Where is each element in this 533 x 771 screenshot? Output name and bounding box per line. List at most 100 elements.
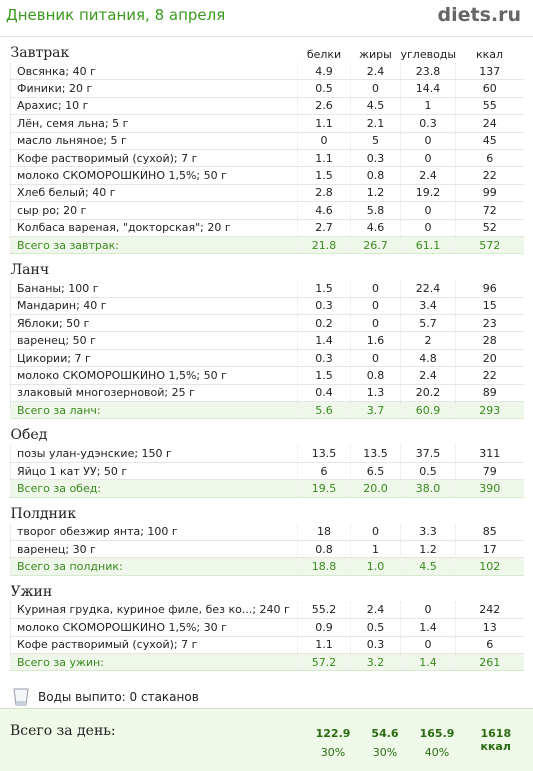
logo[interactable]: diets.ru bbox=[437, 4, 521, 26]
total-cell: 19.5 bbox=[297, 479, 351, 498]
nutrient-cell: 6 bbox=[455, 636, 524, 654]
day-total-value: 122.9 bbox=[315, 727, 351, 740]
nutrient-cell: 19.2 bbox=[400, 184, 456, 203]
nutrient-cell: 6 bbox=[455, 149, 524, 168]
nutrient-cell: 52 bbox=[455, 219, 524, 237]
nutrient-cell: 2.6 bbox=[297, 97, 351, 116]
nutrient-cell: 1.4 bbox=[400, 618, 456, 637]
nutrient-cell: 2.1 bbox=[350, 114, 401, 133]
column-header bbox=[298, 254, 351, 281]
water-text: Воды выпито: 0 стаканов bbox=[38, 690, 199, 705]
column-header bbox=[351, 254, 401, 281]
day-total-value: 1618 ккал bbox=[480, 727, 512, 753]
column-header bbox=[298, 419, 351, 446]
total-cell: 3.7 bbox=[350, 401, 401, 420]
nutrient-cell: 85 bbox=[455, 523, 524, 541]
nutrient-cell: 72 bbox=[455, 201, 524, 220]
food-name: Яблоки; 50 г bbox=[10, 314, 298, 333]
total-label: Всего за ланч: bbox=[10, 401, 298, 420]
total-cell: 261 bbox=[455, 653, 524, 672]
nutrient-cell: 0.4 bbox=[297, 384, 351, 403]
nutrient-cell: 1.2 bbox=[400, 540, 456, 559]
nutrient-cell: 2.4 bbox=[350, 63, 401, 81]
nutrient-cell: 5.7 bbox=[400, 314, 456, 333]
total-cell: 293 bbox=[455, 401, 524, 420]
food-name: Куриная грудка, куриное филе, без ко...;… bbox=[10, 601, 298, 620]
total-cell: 26.7 bbox=[350, 236, 401, 255]
nutrient-cell: 22 bbox=[455, 366, 524, 385]
food-name: молоко СКОМОРОШКИНО 1,5%; 50 г bbox=[10, 166, 298, 185]
food-name: творог обезжир янта; 100 г bbox=[10, 523, 298, 541]
food-name: Бананы; 100 г bbox=[10, 280, 298, 298]
nutrient-cell: 2 bbox=[400, 331, 456, 350]
food-name: Колбаса вареная, "докторская"; 20 г bbox=[10, 219, 298, 237]
meal-header: Завтрак белки жиры углеводы ккал bbox=[11, 37, 524, 63]
food-name: Овсянка; 40 г bbox=[10, 63, 298, 81]
nutrient-cell: 0 bbox=[400, 201, 456, 220]
water-row: Воды выпито: 0 стаканов bbox=[12, 685, 523, 709]
nutrient-cell: 0 bbox=[400, 149, 456, 168]
nutrient-cell: 0 bbox=[297, 132, 351, 150]
column-header: жиры bbox=[359, 48, 392, 61]
nutrient-cell: 17 bbox=[455, 540, 524, 559]
food-name: варенец; 30 г bbox=[10, 540, 298, 559]
meal-header: Полдник bbox=[11, 497, 524, 524]
meal-total: Всего за ужин: 57.2 3.2 1.4 261 bbox=[10, 653, 524, 672]
nutrient-cell: 60 bbox=[455, 79, 524, 98]
column-header bbox=[456, 497, 524, 524]
total-label: Всего за завтрак: bbox=[10, 236, 298, 255]
column-header bbox=[351, 575, 401, 602]
meal-header: Ланч bbox=[11, 254, 524, 281]
food-name: злаковый многозерновой; 25 г bbox=[10, 384, 298, 403]
total-cell: 60.9 bbox=[400, 401, 456, 420]
nutrient-cell: 1.5 bbox=[297, 280, 351, 298]
food-row: Яйцо 1 кат УУ; 50 г 6 6.5 0.5 79 bbox=[10, 462, 524, 481]
day-total-percent: 30% bbox=[372, 746, 398, 759]
nutrient-cell: 0 bbox=[350, 349, 401, 368]
meal-name: Обед bbox=[10, 427, 48, 444]
column-header bbox=[456, 575, 524, 602]
nutrient-cell: 20.2 bbox=[400, 384, 456, 403]
nutrient-cell: 37.5 bbox=[400, 445, 456, 463]
nutrient-cell: 1.1 bbox=[297, 149, 351, 168]
food-row: Куриная грудка, куриное филе, без ко...;… bbox=[10, 601, 524, 620]
nutrient-cell: 311 bbox=[455, 445, 524, 463]
food-name: Лён, семя льна; 5 г bbox=[10, 114, 298, 133]
meal-header: Обед bbox=[11, 419, 524, 446]
column-header bbox=[401, 575, 456, 602]
nutrient-cell: 1.6 bbox=[350, 331, 401, 350]
nutrient-cell: 20 bbox=[455, 349, 524, 368]
food-row: злаковый многозерновой; 25 г 0.4 1.3 20.2 89 bbox=[10, 384, 524, 403]
nutrient-cell: 6.5 bbox=[350, 462, 401, 481]
nutrient-cell: 1.3 bbox=[350, 384, 401, 403]
meal-total: Всего за завтрак: 21.8 26.7 61.1 572 bbox=[10, 236, 524, 255]
page-title: Дневник питания, 8 апреля bbox=[6, 6, 226, 24]
nutrient-cell: 23.8 bbox=[400, 63, 456, 81]
meal-total: Всего за полдник: 18.8 1.0 4.5 102 bbox=[10, 557, 524, 576]
nutrient-cell: 1.5 bbox=[297, 366, 351, 385]
nutrient-cell: 5.8 bbox=[350, 201, 401, 220]
nutrient-cell: 4.9 bbox=[297, 63, 351, 81]
total-cell: 1.0 bbox=[350, 557, 401, 576]
total-label: Всего за ужин: bbox=[10, 653, 298, 672]
nutrient-cell: 0.3 bbox=[297, 349, 351, 368]
food-name: Финики; 20 г bbox=[10, 79, 298, 98]
nutrient-cell: 2.4 bbox=[350, 601, 401, 620]
nutrient-cell: 4.8 bbox=[400, 349, 456, 368]
total-cell: 38.0 bbox=[400, 479, 456, 498]
nutrient-cell: 3.4 bbox=[400, 297, 456, 316]
nutrient-cell: 0.9 bbox=[297, 618, 351, 637]
nutrient-cell: 13 bbox=[455, 618, 524, 637]
nutrient-cell: 1.4 bbox=[297, 331, 351, 350]
nutrient-cell: 13.5 bbox=[297, 445, 351, 463]
nutrient-cell: 137 bbox=[455, 63, 524, 81]
nutrient-cell: 22 bbox=[455, 166, 524, 185]
food-row: позы улан-удэнские; 150 г 13.5 13.5 37.5 311 bbox=[10, 445, 524, 463]
food-row: Бананы; 100 г 1.5 0 22.4 96 bbox=[10, 280, 524, 298]
nutrient-cell: 0.2 bbox=[297, 314, 351, 333]
food-name: молоко СКОМОРОШКИНО 1,5%; 50 г bbox=[10, 366, 298, 385]
food-row: варенец; 30 г 0.8 1 1.2 17 bbox=[10, 540, 524, 559]
food-name: Цикории; 7 г bbox=[10, 349, 298, 368]
nutrient-cell: 0 bbox=[350, 523, 401, 541]
